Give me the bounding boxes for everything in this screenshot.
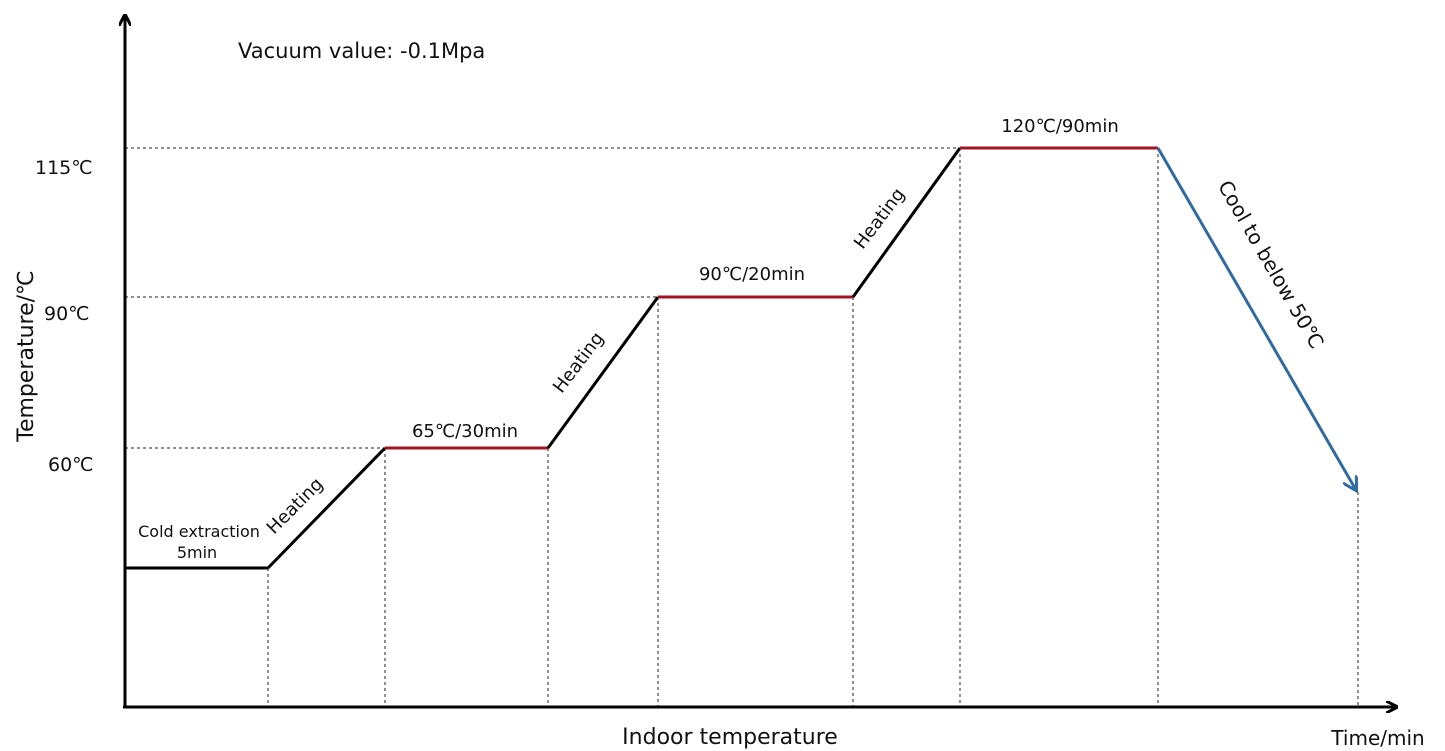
y-tick-115: 115℃ (35, 157, 93, 179)
y-tick-90: 90℃ (44, 303, 90, 325)
hold-120-label: 120℃/90min (1001, 116, 1118, 137)
y-tick-60: 60℃ (48, 454, 94, 476)
cold-extraction-label-line2: 5min (177, 543, 217, 562)
heating-ramp-3 (851, 147, 962, 298)
heating-ramp-2 (546, 296, 660, 449)
cooling-line (1156, 147, 1356, 490)
heating-ramp-1 (266, 446, 387, 570)
cold-extraction-label-line1: Cold extraction (138, 522, 260, 541)
heating-label-3: Heating (850, 184, 909, 253)
hold-90-label: 90℃/20min (699, 264, 805, 285)
x-axis-label: Indoor temperature (622, 725, 838, 750)
hold-65-label: 65℃/30min (412, 421, 518, 442)
vacuum-label: Vacuum value: -0.1Mpa (238, 39, 485, 63)
heating-label-1: Heating (263, 474, 328, 539)
cooling-label: Cool to below 50℃ (1213, 176, 1329, 353)
heating-label-2: Heating (549, 328, 608, 397)
y-axis-label: Temperature/℃ (14, 270, 39, 442)
x-axis-end-label: Time/min (1330, 726, 1424, 750)
